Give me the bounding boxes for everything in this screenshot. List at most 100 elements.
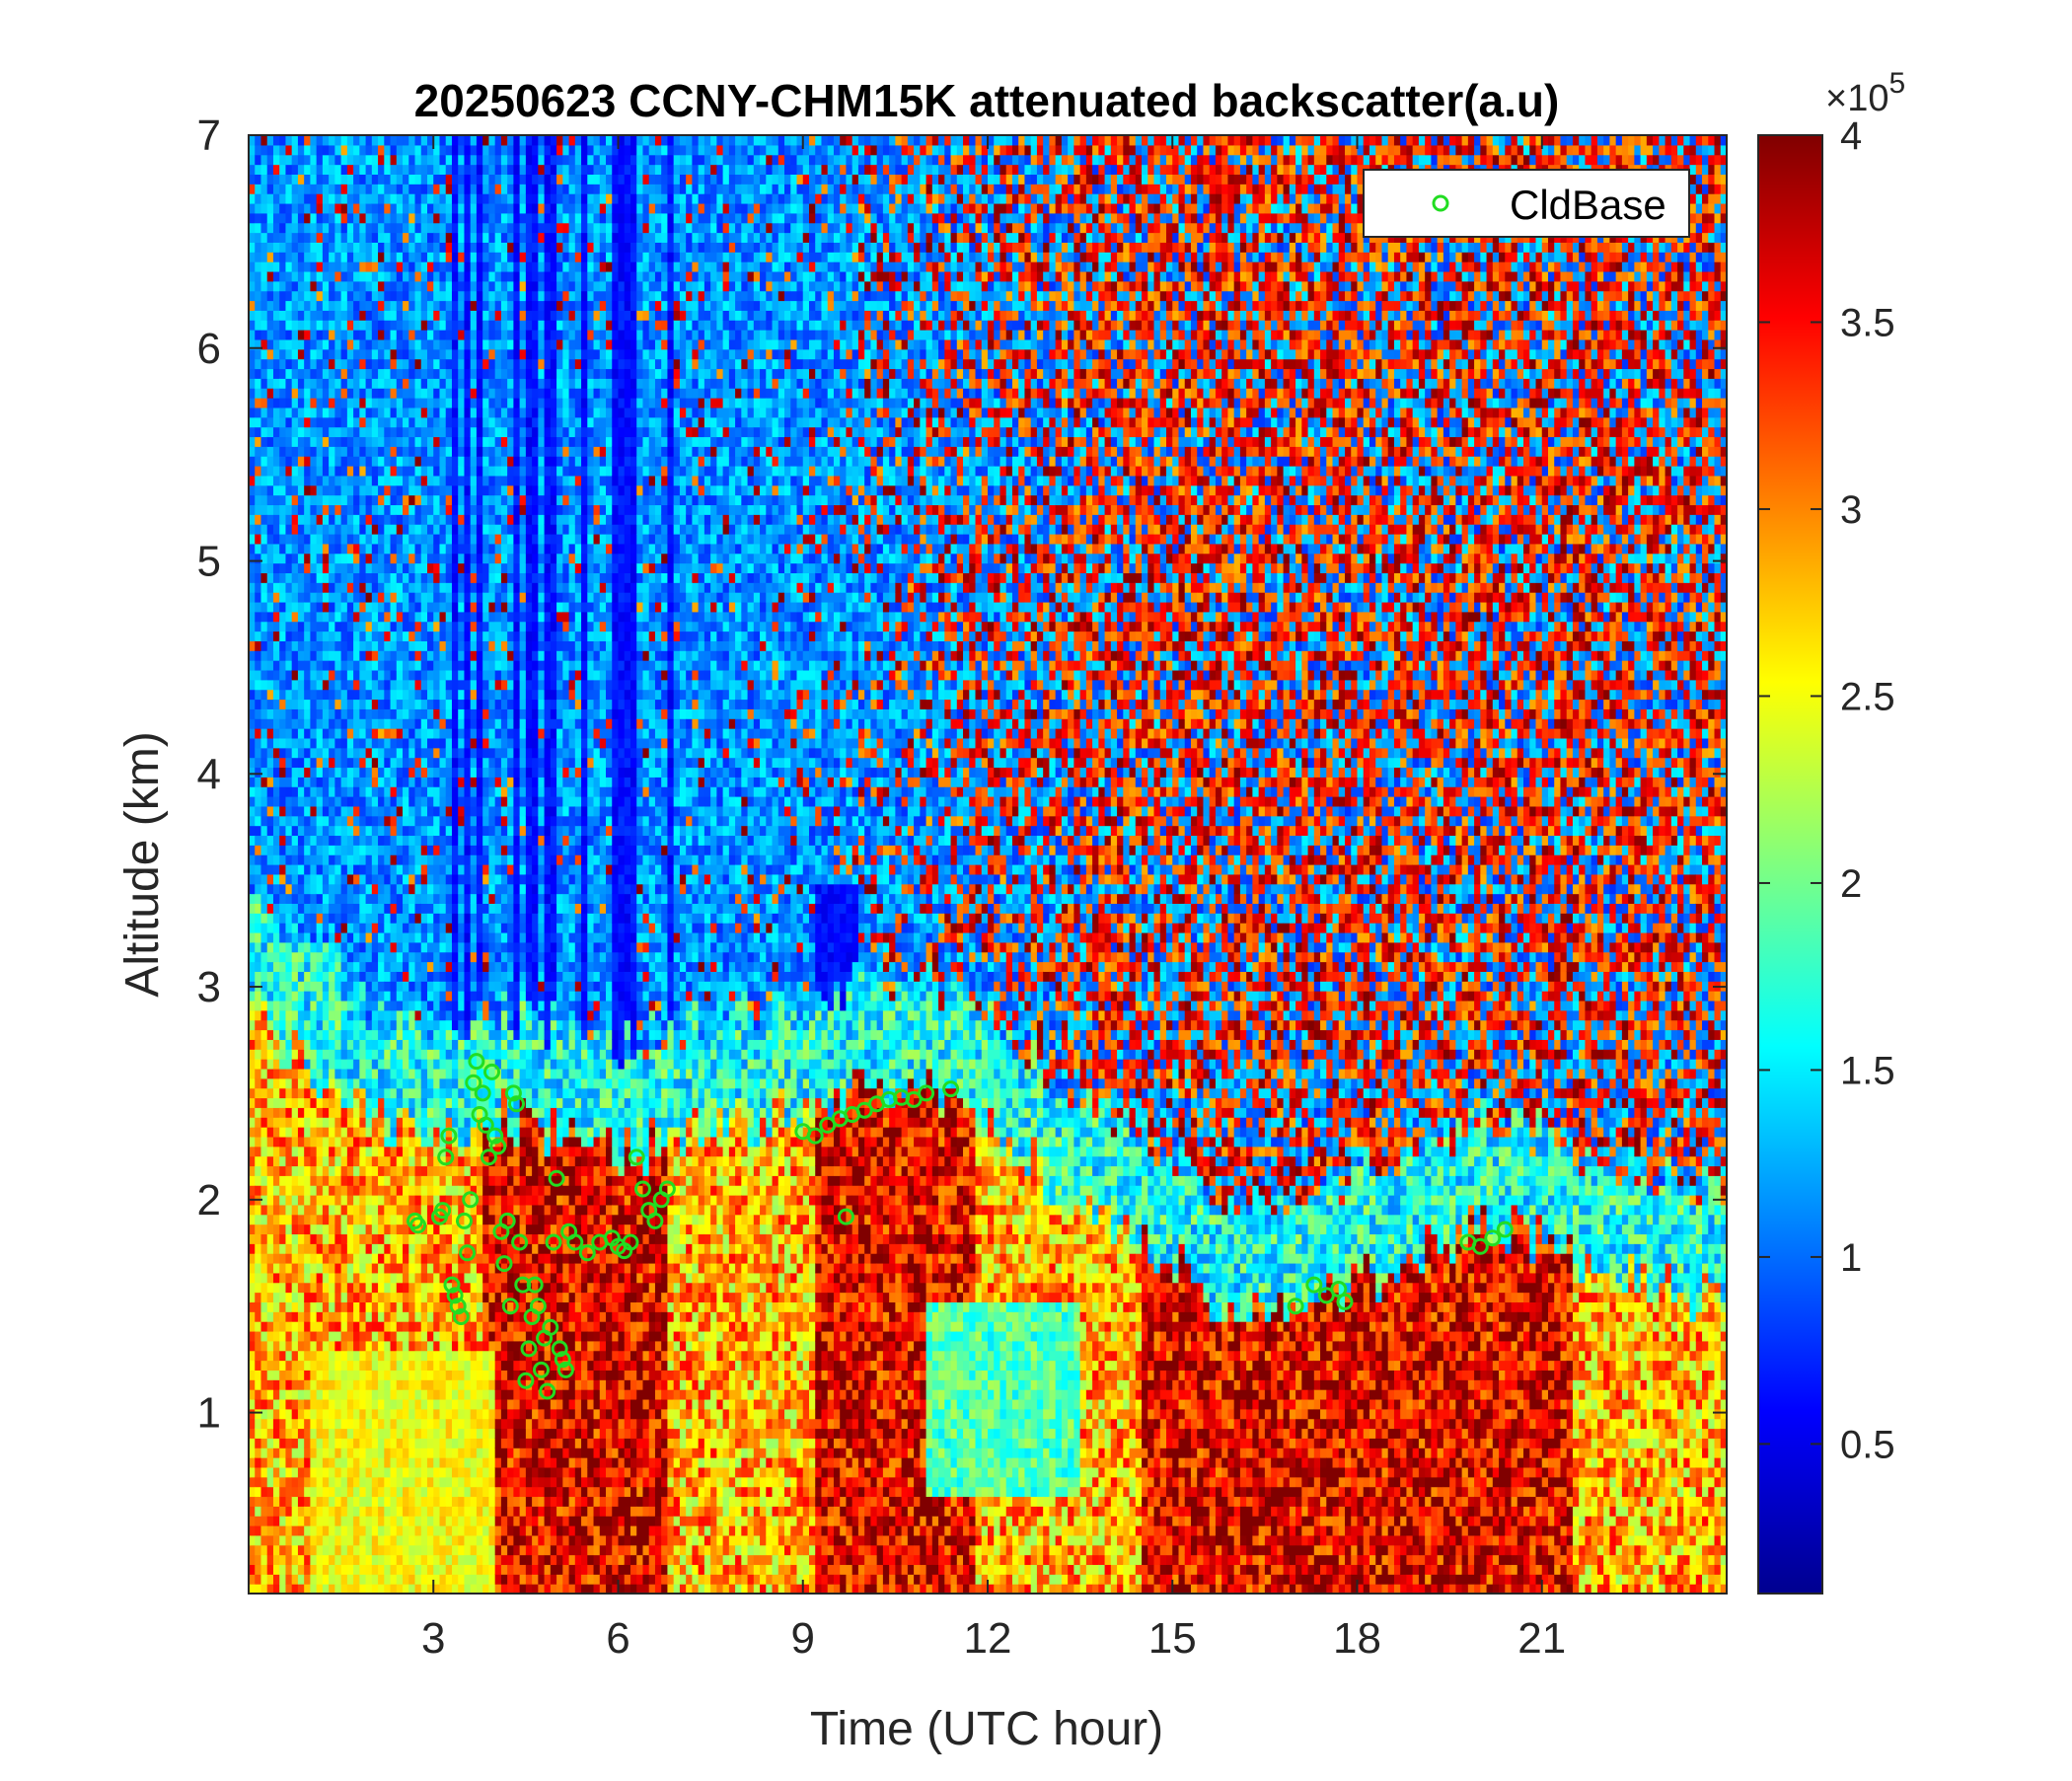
heatmap-cell	[272, 1214, 280, 1225]
heatmap-cell	[371, 290, 379, 302]
heatmap-cell	[439, 1418, 447, 1430]
heatmap-cell	[408, 1262, 416, 1274]
heatmap-cell	[260, 193, 268, 204]
heatmap-cell	[427, 533, 434, 545]
heatmap-cell	[420, 1525, 428, 1536]
heatmap-cell	[279, 796, 287, 807]
heatmap-cell	[266, 923, 274, 933]
heatmap-cell	[439, 757, 447, 769]
heatmap-cell	[266, 903, 274, 914]
heatmap-cell	[408, 543, 416, 555]
heatmap-cell	[291, 951, 299, 963]
heatmap-cell	[340, 1544, 348, 1556]
heatmap-cell	[304, 601, 312, 613]
heatmap-cell	[310, 1243, 318, 1254]
heatmap-cell	[272, 1496, 280, 1507]
heatmap-cell	[249, 310, 256, 321]
heatmap-cell	[272, 582, 280, 593]
heatmap-cell	[322, 1516, 330, 1526]
heatmap-cell	[414, 1233, 422, 1244]
heatmap-cell	[316, 805, 324, 817]
heatmap-cell	[329, 1584, 335, 1594]
heatmap-cell	[266, 1049, 274, 1060]
heatmap-cell	[249, 1155, 256, 1167]
heatmap-cell	[291, 1272, 299, 1284]
heatmap-cell	[285, 164, 293, 176]
heatmap-cell	[408, 1544, 416, 1556]
heatmap-cell	[322, 1292, 330, 1302]
heatmap-cell	[285, 242, 293, 253]
heatmap-cell	[266, 1000, 274, 1011]
heatmap-cell	[433, 737, 441, 749]
heatmap-cell	[285, 747, 293, 759]
heatmap-cell	[285, 1039, 293, 1050]
heatmap-cell	[359, 1068, 367, 1079]
heatmap-cell	[346, 1379, 354, 1390]
heatmap-cell	[322, 222, 330, 234]
heatmap-cell	[414, 689, 422, 701]
heatmap-cell	[403, 621, 409, 632]
heatmap-cell	[403, 338, 409, 350]
heatmap-cell	[353, 212, 360, 224]
heatmap-cell	[249, 708, 256, 719]
heatmap-cell	[427, 805, 434, 817]
heatmap-cell	[329, 135, 335, 146]
heatmap-cell	[266, 786, 274, 797]
heatmap-cell	[427, 708, 434, 719]
heatmap-cell	[359, 1466, 367, 1478]
heatmap-cell	[334, 1009, 342, 1021]
heatmap-cell	[390, 184, 398, 194]
heatmap-cell	[304, 1506, 312, 1517]
heatmap-cell	[266, 893, 274, 905]
heatmap-cell	[285, 290, 293, 302]
heatmap-cell	[304, 961, 312, 972]
heatmap-cell	[272, 1136, 280, 1148]
heatmap-cell	[439, 1408, 447, 1420]
heatmap-cell	[310, 446, 318, 457]
heatmap-cell	[279, 1379, 287, 1390]
heatmap-cell	[396, 1438, 404, 1448]
heatmap-cell	[390, 562, 398, 573]
heatmap-cell	[266, 1175, 274, 1186]
heatmap-cell	[266, 1457, 274, 1468]
heatmap-cell	[408, 679, 416, 691]
heatmap-cell	[445, 825, 453, 837]
heatmap-cell	[359, 767, 367, 778]
heatmap-cell	[365, 864, 373, 875]
heatmap-cell	[371, 1127, 379, 1138]
heatmap-cell	[260, 1107, 268, 1118]
heatmap-cell	[378, 338, 385, 350]
heatmap-cell	[285, 1068, 293, 1079]
heatmap-cell	[334, 1486, 342, 1498]
heatmap-cell	[445, 1389, 453, 1400]
heatmap-cell	[297, 1224, 305, 1235]
heatmap-cell	[285, 222, 293, 234]
heatmap-cell	[390, 270, 398, 282]
heatmap-cell	[334, 1544, 342, 1556]
heatmap-cell	[272, 1466, 280, 1478]
heatmap-cell	[403, 1554, 409, 1566]
heatmap-cell	[445, 1418, 453, 1430]
heatmap-cell	[359, 252, 367, 262]
heatmap-cell	[249, 456, 256, 467]
heatmap-cell	[291, 1068, 299, 1079]
heatmap-cell	[403, 232, 409, 243]
heatmap-cell	[414, 1438, 422, 1448]
heatmap-cell	[371, 1438, 379, 1448]
heatmap-cell	[285, 1379, 293, 1390]
heatmap-cell	[408, 941, 416, 953]
heatmap-cell	[359, 903, 367, 914]
heatmap-cell	[346, 446, 354, 457]
heatmap-cell	[297, 1311, 305, 1322]
heatmap-cell	[297, 1438, 305, 1448]
heatmap-cell	[291, 1214, 299, 1225]
heatmap-cell	[414, 1107, 422, 1118]
heatmap-cell	[316, 1466, 324, 1478]
heatmap-cell	[396, 991, 404, 1002]
heatmap-cell	[365, 388, 373, 399]
heatmap-cell	[427, 757, 434, 769]
heatmap-cell	[359, 300, 367, 311]
heatmap-cell	[403, 1301, 409, 1312]
heatmap-cell	[445, 767, 453, 778]
heatmap-cell	[329, 1554, 335, 1566]
